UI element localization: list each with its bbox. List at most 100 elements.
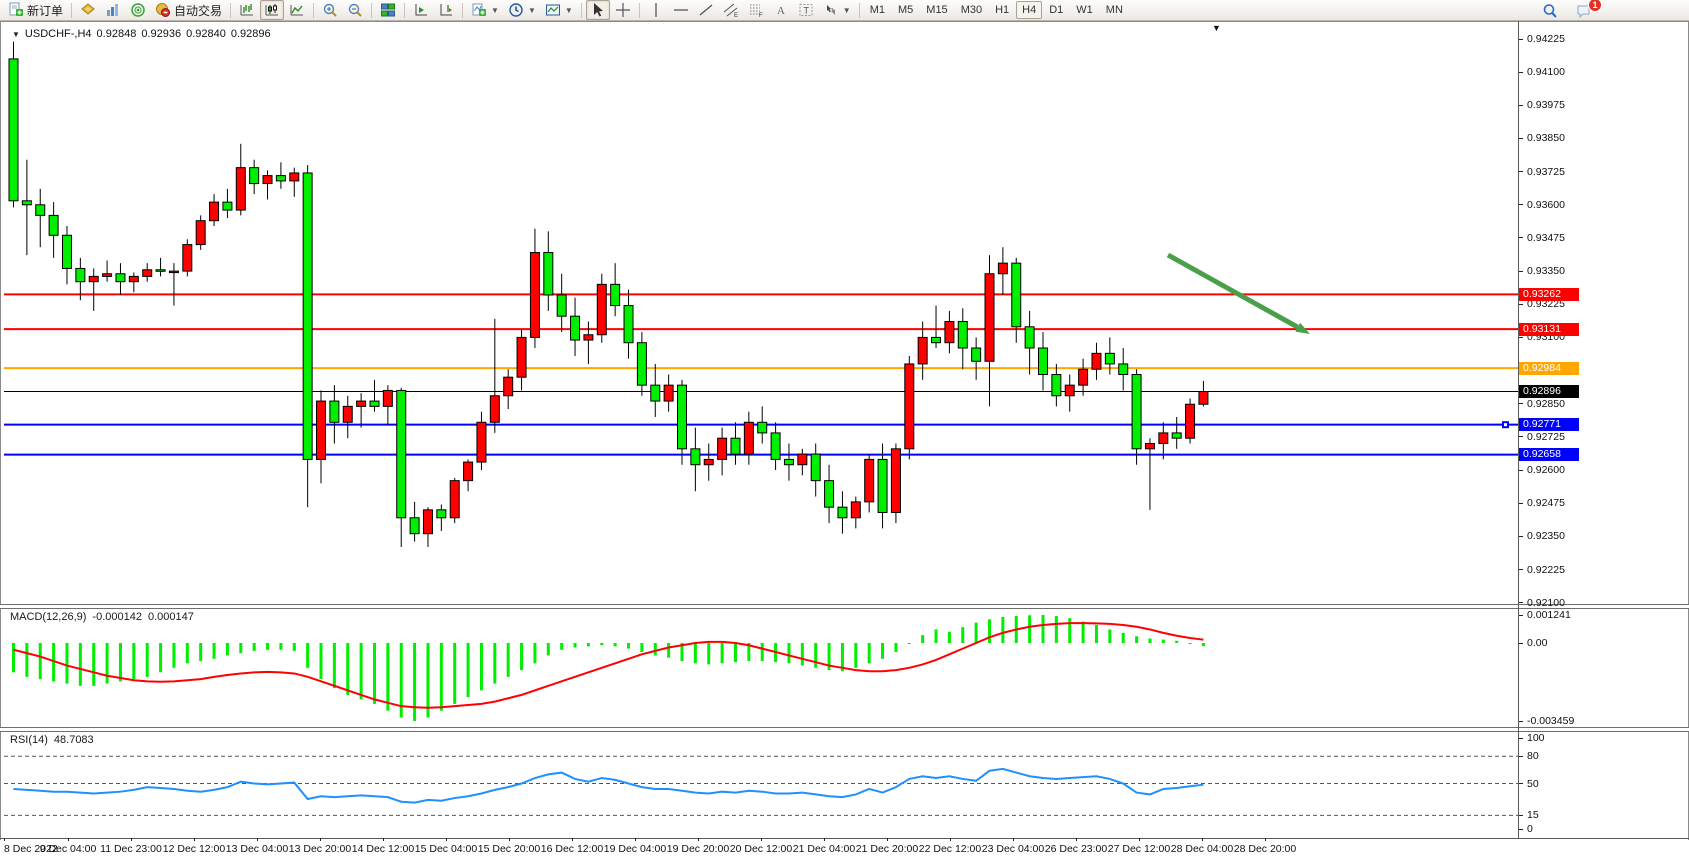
candle-body-up xyxy=(142,269,153,277)
time-axis-tick xyxy=(257,838,258,841)
candle-body-down xyxy=(543,252,554,296)
candle-body-down xyxy=(1051,374,1062,397)
market-watch-button[interactable] xyxy=(76,0,100,20)
terminal-button[interactable] xyxy=(101,0,125,20)
vertical-line-tool-button[interactable] xyxy=(644,0,668,20)
bar-chart-mode-button[interactable] xyxy=(235,0,259,20)
text-tool-button[interactable]: A xyxy=(769,0,793,20)
time-axis-label: 12 Dec 12:00 xyxy=(162,843,226,855)
trend-arrow-line[interactable] xyxy=(1166,252,1299,330)
panel-separator-macd[interactable] xyxy=(0,604,1689,609)
time-axis-tick xyxy=(131,838,132,841)
trend-arrow-head[interactable] xyxy=(1295,322,1310,334)
timeframe-button-m5[interactable]: M5 xyxy=(898,4,914,16)
auto-scroll-button[interactable] xyxy=(409,0,433,20)
candle-body-down xyxy=(931,336,942,344)
time-axis-tick xyxy=(824,838,825,841)
arrows-tool-button[interactable]: ▼ xyxy=(819,0,855,20)
macd-histogram-bar xyxy=(600,643,604,646)
timeframe-button-m1[interactable]: M1 xyxy=(869,4,885,16)
price-tick-label: 0.93600 xyxy=(1527,198,1565,211)
indicators-dropdown-caret[interactable]: ▼ xyxy=(491,5,499,15)
candle-body-down xyxy=(610,283,621,307)
candle-body-up xyxy=(463,461,474,482)
auto-trading-button[interactable]: 自动交易 xyxy=(151,0,226,20)
rsi-tick-mark xyxy=(1519,783,1523,784)
chat-button[interactable]: 1 xyxy=(1572,0,1602,21)
macd-histogram-bar xyxy=(1094,624,1098,643)
price-tick-label: 0.93975 xyxy=(1527,99,1565,112)
candle-body-up xyxy=(1185,403,1196,439)
text-label-tool-button[interactable]: T xyxy=(794,0,818,20)
trendline-tool-button[interactable] xyxy=(694,0,718,20)
timeframe-button-mn[interactable]: MN xyxy=(1105,4,1123,16)
rsi-value: 48.7083 xyxy=(53,734,94,746)
auto-trading-icon xyxy=(156,3,171,17)
timeframe-button-h4[interactable]: H4 xyxy=(1016,1,1043,19)
macd-histogram-bar xyxy=(760,643,764,662)
search-button[interactable] xyxy=(1538,1,1562,21)
cursor-tool-button[interactable] xyxy=(585,0,610,20)
candle-body-down xyxy=(636,342,647,386)
timeframe-button-m30[interactable]: M30 xyxy=(960,4,983,16)
macd-histogram-bar xyxy=(266,643,270,650)
price-tick-mark xyxy=(1519,502,1523,504)
signals-button[interactable] xyxy=(126,0,150,20)
periods-button[interactable]: ▼ xyxy=(504,0,540,20)
macd-histogram-bar xyxy=(733,643,737,663)
main-price-chart[interactable] xyxy=(4,21,1518,605)
time-axis-label: 28 Dec 20:00 xyxy=(1233,843,1297,855)
candlestick-mode-button[interactable] xyxy=(260,0,285,20)
horizontal-line-icon xyxy=(673,9,688,11)
macd-histogram-bar xyxy=(372,643,376,704)
tile-windows-button[interactable] xyxy=(376,0,400,20)
macd-histogram-bar xyxy=(1041,615,1045,643)
price-tick-mark xyxy=(1519,171,1523,173)
macd-histogram-bar xyxy=(653,643,657,656)
macd-histogram-bar xyxy=(1201,643,1205,647)
macd-histogram-bar xyxy=(506,643,510,677)
chart-shift-button[interactable] xyxy=(434,0,458,20)
candle-body-down xyxy=(1118,363,1129,376)
timeframe-button-m15[interactable]: M15 xyxy=(926,4,948,16)
templates-dropdown-caret[interactable]: ▼ xyxy=(564,5,573,15)
candle-body-down xyxy=(1131,374,1142,450)
timeframe-button-w1[interactable]: W1 xyxy=(1076,4,1093,16)
text-icon: A xyxy=(777,5,785,17)
line-chart-mode-button[interactable] xyxy=(285,0,309,20)
ohlc-close: 0.92896 xyxy=(230,28,271,40)
toolbar-separator xyxy=(404,2,406,18)
panel-separator-rsi[interactable] xyxy=(0,727,1689,732)
toolbar-separator xyxy=(462,2,464,18)
price-tick-mark xyxy=(1519,469,1523,471)
macd-tick-label: -0.003459 xyxy=(1527,715,1575,728)
time-axis[interactable]: 8 Dec 2022 9 Dec 04:00 11 Dec 23:00 12 Dec … xyxy=(0,838,1689,859)
macd-indicator-panel[interactable] xyxy=(4,607,1518,728)
indicators-button[interactable]: ▼ xyxy=(467,0,503,20)
fibonacci-tool-button[interactable]: F xyxy=(744,0,768,20)
new-order-button[interactable]: 新订单 xyxy=(4,0,67,20)
candle-body-down xyxy=(155,269,166,272)
arrows-dropdown-caret[interactable]: ▼ xyxy=(842,5,851,15)
macd-histogram-bar xyxy=(640,643,644,653)
time-axis-tick xyxy=(698,838,699,841)
periods-dropdown-caret[interactable]: ▼ xyxy=(527,5,536,15)
zoom-in-button[interactable] xyxy=(318,0,342,20)
channel-tool-button[interactable]: E xyxy=(719,0,743,20)
zoom-out-button[interactable] xyxy=(343,0,367,20)
chart-collapse-icon[interactable]: ▼ xyxy=(12,29,20,39)
crosshair-tool-button[interactable] xyxy=(611,0,635,20)
time-axis-tick xyxy=(509,838,510,841)
macd-histogram-bar xyxy=(546,643,550,656)
timeframe-button-d1[interactable]: D1 xyxy=(1049,4,1064,16)
candle-body-up xyxy=(743,421,754,455)
rsi-indicator-panel[interactable] xyxy=(4,730,1518,838)
templates-button[interactable]: ▼ xyxy=(541,0,577,20)
candle-body-down xyxy=(650,384,661,402)
horizontal-line-tool-button[interactable] xyxy=(669,0,693,20)
timeframe-button-h1[interactable]: H1 xyxy=(995,4,1010,16)
time-axis-label: 11 Dec 23:00 xyxy=(100,843,162,855)
price-tick-mark xyxy=(1519,535,1523,537)
chart-shift-marker[interactable]: ▼ xyxy=(1212,23,1221,33)
